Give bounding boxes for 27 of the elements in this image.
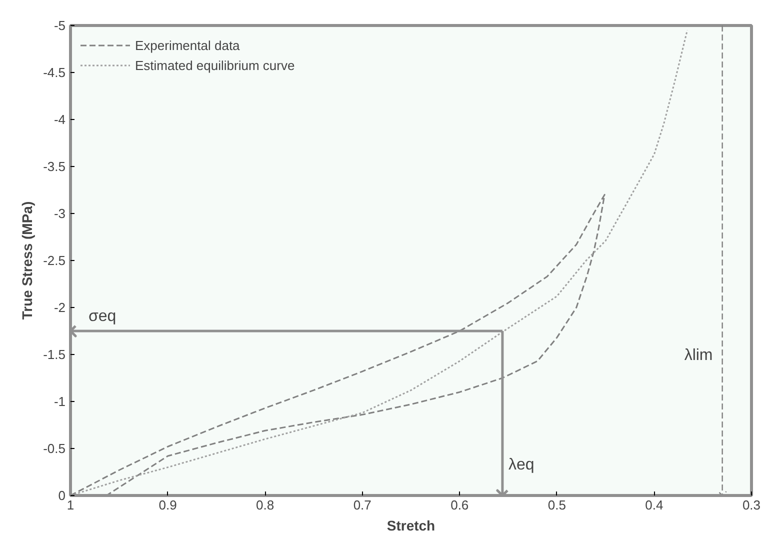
x-axis-title: Stretch — [386, 518, 436, 534]
y-tick-label: -5 — [54, 18, 66, 33]
y-tick-label: 0 — [58, 488, 66, 503]
y-tick-label: -2.5 — [43, 253, 66, 268]
legend-label: Experimental data — [135, 38, 240, 52]
y-tick-label: -4.5 — [43, 65, 66, 80]
y-tick-label: -0.5 — [43, 441, 66, 456]
y-tick-label: -1 — [54, 394, 66, 409]
y-tick-label: -1.5 — [43, 347, 66, 362]
ref-line-label: λeq — [508, 456, 534, 474]
y-tick-label: -3.5 — [43, 159, 66, 174]
x-tick-label: 0.5 — [548, 498, 566, 512]
y-tick-label: -2 — [54, 300, 66, 315]
x-tick-label: 0.7 — [353, 498, 372, 512]
x-tick-label: 0.9 — [158, 498, 177, 512]
x-tick-label: 0.4 — [645, 498, 664, 512]
y-tick-label: -4 — [54, 112, 66, 127]
y-axis-title: True Stress (MPa) — [19, 201, 36, 320]
legend-label: Estimated equilibrium curve — [135, 58, 295, 72]
x-tick-label: 0.8 — [256, 498, 274, 512]
x-tick-label: 0.6 — [450, 498, 469, 512]
x-tick-label: 0.3 — [742, 498, 761, 512]
y-tick-label: -3 — [54, 206, 66, 221]
line-series — [70, 194, 606, 496]
ref-line-label: λlim — [684, 346, 713, 364]
ref-line-label: σeq — [88, 308, 116, 325]
x-tick-label: 1 — [66, 498, 74, 512]
